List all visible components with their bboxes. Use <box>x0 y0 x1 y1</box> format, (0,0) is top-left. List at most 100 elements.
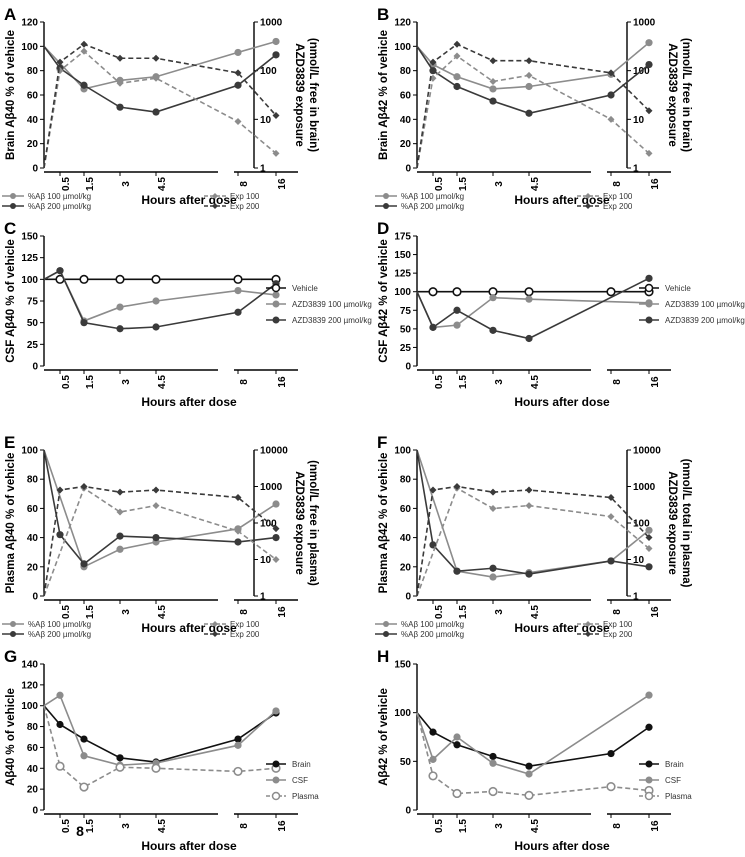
series-line-3 <box>416 43 650 169</box>
data-point <box>80 752 88 760</box>
data-point <box>233 274 243 284</box>
data-point <box>116 532 124 540</box>
data-point <box>272 534 280 542</box>
panel-letter: G <box>4 647 17 666</box>
legend-label: Brain <box>292 760 311 769</box>
data-point <box>116 103 124 111</box>
legend-marker <box>272 316 280 324</box>
data-point <box>116 79 124 87</box>
data-point <box>234 287 242 295</box>
legend-label: AZD3839 200 µmol/kg <box>292 316 372 325</box>
data-point <box>55 761 65 771</box>
panel-letter: A <box>4 5 16 24</box>
series-line-1 <box>43 449 277 565</box>
data-point <box>80 483 88 490</box>
y-tick-label: 100 <box>394 446 411 457</box>
y-tick-label: 125 <box>21 253 38 264</box>
legend-label: %Aβ 100 µmol/kg <box>28 620 91 629</box>
data-point <box>607 91 615 99</box>
y-tick-right-label: 1000 <box>633 482 656 493</box>
y-axis-label: Brain Aβ42 % of vehicle <box>378 30 390 160</box>
x-axis-label: Hours after dose <box>514 193 610 207</box>
legend-marker <box>383 621 389 627</box>
y-tick-right-label: 10 <box>260 555 272 566</box>
y-axis-right-label: (nmol/L free in plasma) <box>307 460 319 586</box>
data-point <box>489 77 497 85</box>
x-tick-label: 16 <box>277 376 288 388</box>
x-tick-label: 0.5 <box>434 177 445 191</box>
y-tick-label: 0 <box>32 592 38 603</box>
legend-marker <box>212 193 218 199</box>
y-tick-label: 100 <box>394 708 411 719</box>
y-tick-right-label: 10000 <box>260 446 288 457</box>
x-tick-label: 16 <box>277 606 288 618</box>
legend-label: Exp 100 <box>230 192 260 201</box>
legend-label: %Aβ 100 µmol/kg <box>401 192 464 201</box>
x-tick-label: 1.5 <box>458 819 469 833</box>
data-point <box>489 504 497 512</box>
data-point <box>272 37 280 46</box>
x-tick-label: 16 <box>277 820 288 832</box>
data-point <box>152 297 160 305</box>
y-axis-right-label: (nmol/L free in brain) <box>680 38 692 152</box>
data-point <box>525 82 533 91</box>
y-tick-label: 75 <box>400 306 412 317</box>
data-point <box>152 108 160 116</box>
panel-letter: D <box>377 219 389 238</box>
x-tick-label: 16 <box>650 606 661 618</box>
data-point <box>234 118 242 126</box>
x-tick-label: 1.5 <box>85 819 96 833</box>
panel-C-chart: C 0 25 50 75 100 125 150 0.5 1.5 3 4.5 8 16 CSF Aβ40 %… <box>4 219 372 409</box>
data-point <box>453 733 461 741</box>
legend-marker <box>644 283 654 293</box>
x-tick-label: 3 <box>494 609 505 615</box>
legend-marker <box>585 193 591 199</box>
data-point <box>524 790 534 800</box>
series-line-0 <box>416 42 650 90</box>
y-axis-label: CSF Aβ42 % of vehicle <box>378 239 390 363</box>
y-tick-label: 60 <box>27 743 39 754</box>
y-axis-right-label: AZD3839 exposure <box>293 471 305 575</box>
data-point <box>453 306 461 314</box>
data-point <box>607 557 615 565</box>
y-tick-right-label: 10 <box>633 115 645 126</box>
y-tick-label: 80 <box>27 722 39 733</box>
data-point <box>56 531 64 539</box>
y-tick-label: 40 <box>27 764 39 775</box>
data-point <box>606 782 616 792</box>
data-point <box>234 741 242 749</box>
data-point <box>645 691 653 699</box>
data-point <box>272 556 280 563</box>
data-point <box>429 486 437 494</box>
y-axis-label: CSF Aβ40 % of vehicle <box>5 239 17 363</box>
x-tick-label: 3 <box>121 823 132 829</box>
data-point <box>645 563 653 571</box>
x-tick-label: 4.5 <box>157 177 168 191</box>
data-point <box>525 570 533 578</box>
data-point <box>116 508 124 516</box>
x-axis-label: Hours after dose <box>514 621 610 635</box>
y-tick-label: 25 <box>27 340 39 351</box>
y-tick-label: 60 <box>27 91 39 102</box>
x-tick-label: 8 <box>612 379 623 385</box>
legend-marker <box>383 193 389 199</box>
legend-marker <box>10 621 16 627</box>
data-point <box>151 274 161 284</box>
data-point <box>56 720 64 729</box>
panel-G-chart: G 0 20 40 60 80 100 120 140 0.5 1.5 3 4.5 8 16 Aβ40 % o… <box>4 647 319 853</box>
data-point <box>606 287 616 297</box>
data-point <box>453 82 461 91</box>
y-axis-right-label: (nmol/L free in brain) <box>307 38 319 152</box>
legend-label: Exp 200 <box>603 202 633 211</box>
y-tick-label: 20 <box>400 139 412 150</box>
y-tick-right-label: 1 <box>633 164 639 175</box>
y-tick-right-label: 100 <box>260 66 277 77</box>
legend-marker <box>271 283 281 293</box>
data-point <box>489 752 497 761</box>
data-point <box>645 60 653 69</box>
panel-letter: E <box>4 433 15 452</box>
data-point <box>452 788 462 799</box>
data-point <box>607 749 615 758</box>
data-point <box>115 274 125 284</box>
